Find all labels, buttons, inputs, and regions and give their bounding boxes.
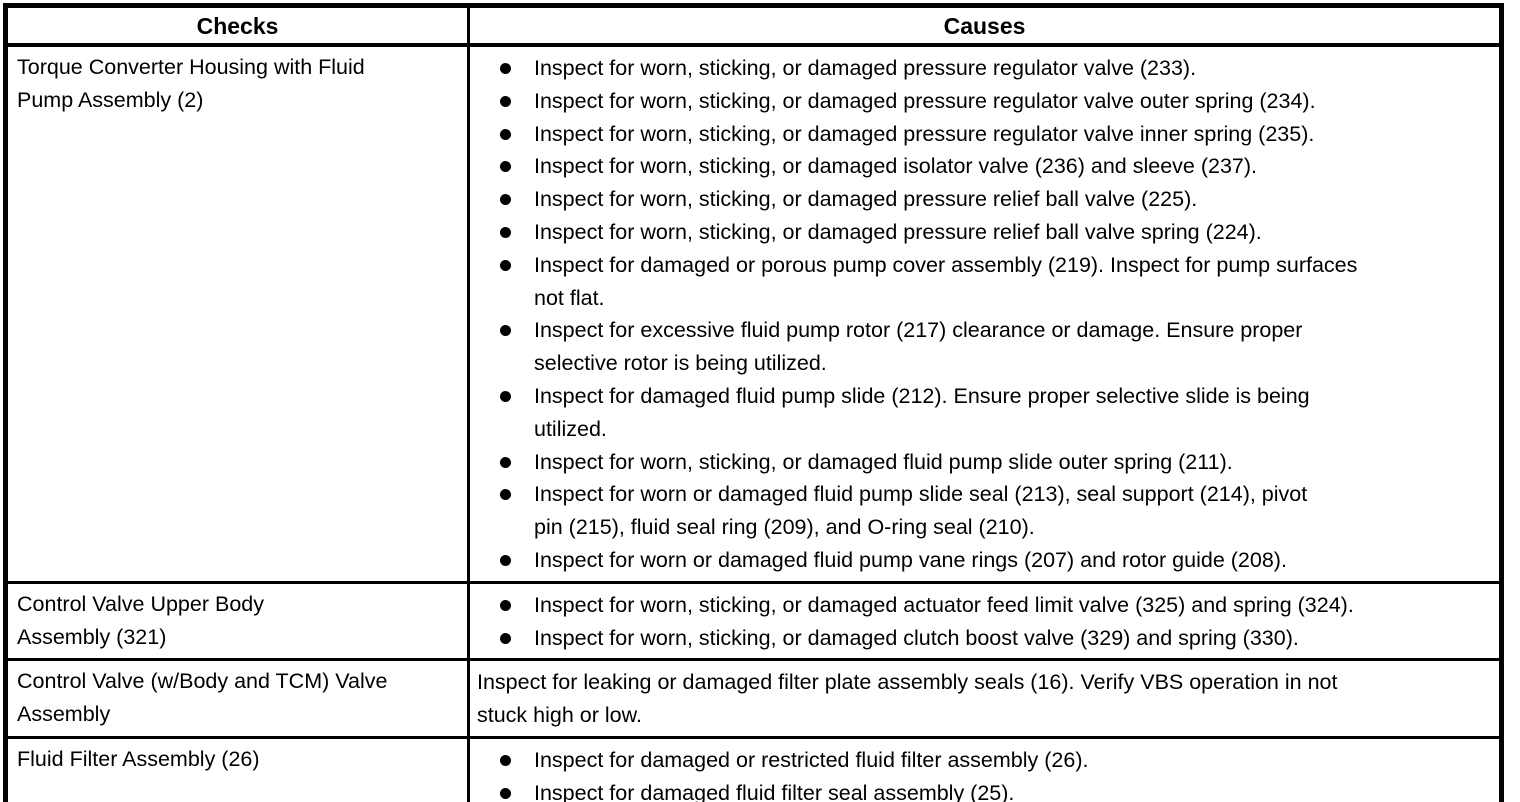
- causes-cell: Inspect for worn, sticking, or damaged a…: [467, 580, 1503, 662]
- causes-list: Inspect for worn, sticking, or damaged a…: [470, 589, 1495, 655]
- cause-item: Inspect for worn, sticking, or damaged p…: [470, 52, 1495, 85]
- causes-cell: Inspect for damaged or restricted fluid …: [467, 736, 1503, 802]
- cause-item: Inspect for damaged or porous pump cover…: [470, 249, 1495, 315]
- checks-column-header: Checks: [4, 4, 470, 47]
- table-row: Control Valve Upper Body Assembly (321) …: [4, 580, 1503, 662]
- cause-item: Inspect for damaged fluid filter seal as…: [470, 777, 1495, 802]
- cause-item: Inspect for worn, sticking, or damaged i…: [470, 150, 1495, 183]
- cause-item: Inspect for damaged or restricted fluid …: [470, 744, 1495, 777]
- cause-item: Inspect for worn, sticking, or damaged p…: [470, 183, 1495, 216]
- causes-column-header: Causes: [467, 4, 1503, 47]
- table-row: Control Valve (w/Body and TCM) Valve Ass…: [4, 658, 1503, 740]
- check-cell: Control Valve (w/Body and TCM) Valve Ass…: [4, 658, 470, 740]
- table-header-row: Checks Causes: [4, 4, 1503, 47]
- cause-item: Inspect for worn, sticking, or damaged c…: [470, 622, 1495, 655]
- table-row: Fluid Filter Assembly (26) Inspect for d…: [4, 736, 1503, 802]
- causes-list: Inspect for damaged or restricted fluid …: [470, 744, 1495, 802]
- cause-item: Inspect for worn, sticking, or damaged p…: [470, 216, 1495, 249]
- checks-causes-table: Checks Causes Torque Converter Housing w…: [3, 3, 1504, 802]
- table-row: Torque Converter Housing with Fluid Pump…: [4, 43, 1503, 584]
- cause-item: Inspect for worn or damaged fluid pump v…: [470, 544, 1495, 577]
- cause-text: Inspect for leaking or damaged filter pl…: [477, 670, 1338, 728]
- check-cell: Torque Converter Housing with Fluid Pump…: [4, 43, 470, 584]
- causes-cell: Inspect for leaking or damaged filter pl…: [467, 658, 1503, 740]
- causes-cell: Inspect for worn, sticking, or damaged p…: [467, 43, 1503, 584]
- cause-item: Inspect for worn, sticking, or damaged f…: [470, 446, 1495, 479]
- cause-item: Inspect for worn, sticking, or damaged p…: [470, 85, 1495, 118]
- cause-item: Inspect for excessive fluid pump rotor (…: [470, 314, 1495, 380]
- check-cell: Control Valve Upper Body Assembly (321): [4, 580, 470, 662]
- check-cell: Fluid Filter Assembly (26): [4, 736, 470, 802]
- cause-item: Inspect for worn or damaged fluid pump s…: [470, 478, 1495, 544]
- causes-list: Inspect for worn, sticking, or damaged p…: [470, 52, 1495, 577]
- cause-item: Inspect for damaged fluid pump slide (21…: [470, 380, 1495, 446]
- cause-item: Inspect for worn, sticking, or damaged p…: [470, 118, 1495, 151]
- cause-item: Inspect for worn, sticking, or damaged a…: [470, 589, 1495, 622]
